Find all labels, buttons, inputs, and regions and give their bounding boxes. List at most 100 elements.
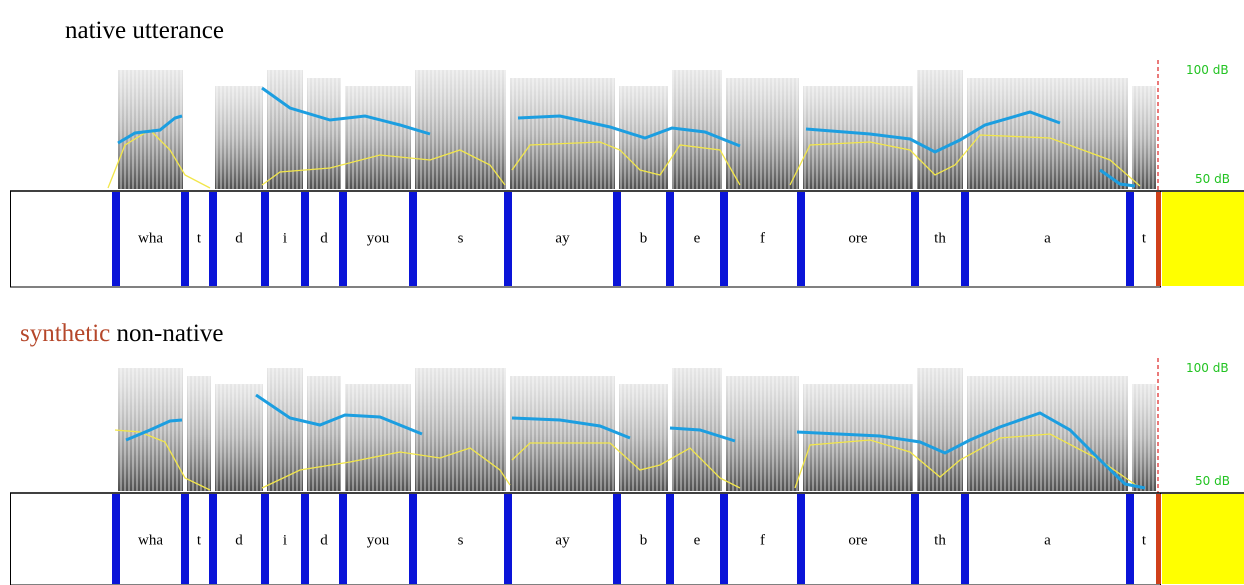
spectrogram-striations bbox=[415, 70, 506, 189]
spectrogram-striations bbox=[619, 368, 668, 491]
spectrogram-striations bbox=[917, 368, 963, 491]
segment-label: b bbox=[640, 230, 648, 246]
segment-label: d bbox=[235, 532, 243, 548]
panel: synthetic non-native 100 dB 50 dB wha t d i d y… bbox=[10, 320, 1244, 585]
segment-boundary bbox=[961, 494, 969, 584]
segment-boundary bbox=[301, 494, 309, 584]
segment-label: a bbox=[1044, 230, 1051, 246]
segment-label: t bbox=[197, 230, 202, 246]
segment-label: th bbox=[934, 230, 946, 246]
segment-label: you bbox=[367, 230, 390, 246]
cursor-bar bbox=[1156, 494, 1161, 584]
segment-label: ore bbox=[848, 532, 867, 548]
selection-box bbox=[1162, 494, 1244, 584]
spectrogram-striations bbox=[345, 70, 411, 189]
segment-boundary bbox=[1126, 494, 1134, 584]
segment-boundary bbox=[209, 192, 217, 286]
spectrogram-striations bbox=[726, 368, 799, 491]
segment-label: t bbox=[197, 532, 202, 548]
spectrogram-striations bbox=[118, 70, 183, 189]
segment-boundary bbox=[409, 192, 417, 286]
spectrogram-striations bbox=[267, 368, 303, 491]
db-label: 50 dB bbox=[1195, 474, 1230, 488]
segment-boundary bbox=[613, 192, 621, 286]
db-label: 100 dB bbox=[1186, 361, 1229, 375]
segment-label: f bbox=[760, 532, 765, 548]
spectrogram-striations bbox=[917, 70, 963, 189]
panel-title: synthetic non-native bbox=[20, 320, 223, 347]
segment-label: i bbox=[283, 230, 287, 246]
segment-boundary bbox=[720, 192, 728, 286]
segment-label: e bbox=[694, 230, 701, 246]
segment-boundary bbox=[666, 494, 674, 584]
spectrogram-striations bbox=[215, 70, 263, 189]
segment-boundary bbox=[911, 192, 919, 286]
spectrogram-striations bbox=[1132, 70, 1156, 189]
segment-label: wha bbox=[138, 532, 163, 548]
panel: native utterance 100 dB 50 dB wha t d i d you s a… bbox=[10, 17, 1244, 288]
spectrogram-striations bbox=[307, 368, 341, 491]
segment-boundary bbox=[409, 494, 417, 584]
segment-label: i bbox=[283, 532, 287, 548]
segment-boundary bbox=[339, 192, 347, 286]
segment-label: you bbox=[367, 532, 390, 548]
spectrogram-striations bbox=[510, 70, 615, 189]
segment-label: a bbox=[1044, 532, 1051, 548]
spectrogram-striations bbox=[267, 70, 303, 189]
segment-label: s bbox=[458, 230, 464, 246]
spectrogram-striations bbox=[215, 368, 263, 491]
pitch-curve bbox=[117, 86, 1136, 188]
segment-label: f bbox=[760, 230, 765, 246]
segment-boundary bbox=[1126, 192, 1134, 286]
segment-label: e bbox=[694, 532, 701, 548]
segment-label: ore bbox=[848, 230, 867, 246]
segment-boundary bbox=[301, 192, 309, 286]
segment-boundary bbox=[504, 192, 512, 286]
title-rest: non-native bbox=[117, 320, 224, 347]
title-highlight: synthetic bbox=[20, 320, 110, 347]
intensity-curve bbox=[114, 429, 1141, 491]
spectrogram-striations bbox=[619, 70, 668, 189]
segment-boundary bbox=[911, 494, 919, 584]
segment-label: d bbox=[235, 230, 243, 246]
segment-boundary bbox=[181, 192, 189, 286]
segment-label: d bbox=[320, 532, 328, 548]
segment-boundary bbox=[613, 494, 621, 584]
segment-label: th bbox=[934, 532, 946, 548]
spectrogram-striations bbox=[1132, 368, 1156, 491]
segment-boundary bbox=[720, 494, 728, 584]
spectrogram-striations bbox=[345, 368, 411, 491]
db-label: 50 dB bbox=[1195, 172, 1230, 186]
segment-label: s bbox=[458, 532, 464, 548]
segment-label: ay bbox=[555, 532, 570, 548]
segment-label: d bbox=[320, 230, 328, 246]
segment-label: ay bbox=[555, 230, 570, 246]
segment-boundary bbox=[209, 494, 217, 584]
segment-boundary bbox=[797, 192, 805, 286]
segment-label: t bbox=[1142, 230, 1147, 246]
segment-boundary bbox=[261, 192, 269, 286]
segment-boundary bbox=[112, 494, 120, 584]
spectrogram-striations bbox=[415, 368, 506, 491]
segment-boundary bbox=[181, 494, 189, 584]
spectrogram-striations bbox=[726, 70, 799, 189]
segment-label: wha bbox=[138, 230, 163, 246]
segment-label: b bbox=[640, 532, 648, 548]
segment-boundary bbox=[112, 192, 120, 286]
segment-boundary bbox=[961, 192, 969, 286]
selection-box bbox=[1162, 192, 1244, 286]
db-label: 100 dB bbox=[1186, 63, 1229, 77]
segment-label: t bbox=[1142, 532, 1147, 548]
spectrogram-striations bbox=[510, 368, 615, 491]
panel-title: native utterance bbox=[65, 17, 224, 44]
segment-boundary bbox=[504, 494, 512, 584]
segment-boundary bbox=[797, 494, 805, 584]
intensity-curve bbox=[107, 129, 1141, 189]
spectrogram-striations bbox=[307, 70, 341, 189]
pitch-curve bbox=[125, 393, 1146, 490]
segment-boundary bbox=[666, 192, 674, 286]
spectrogram-striations bbox=[187, 368, 211, 491]
cursor-bar bbox=[1156, 192, 1161, 286]
segment-boundary bbox=[339, 494, 347, 584]
